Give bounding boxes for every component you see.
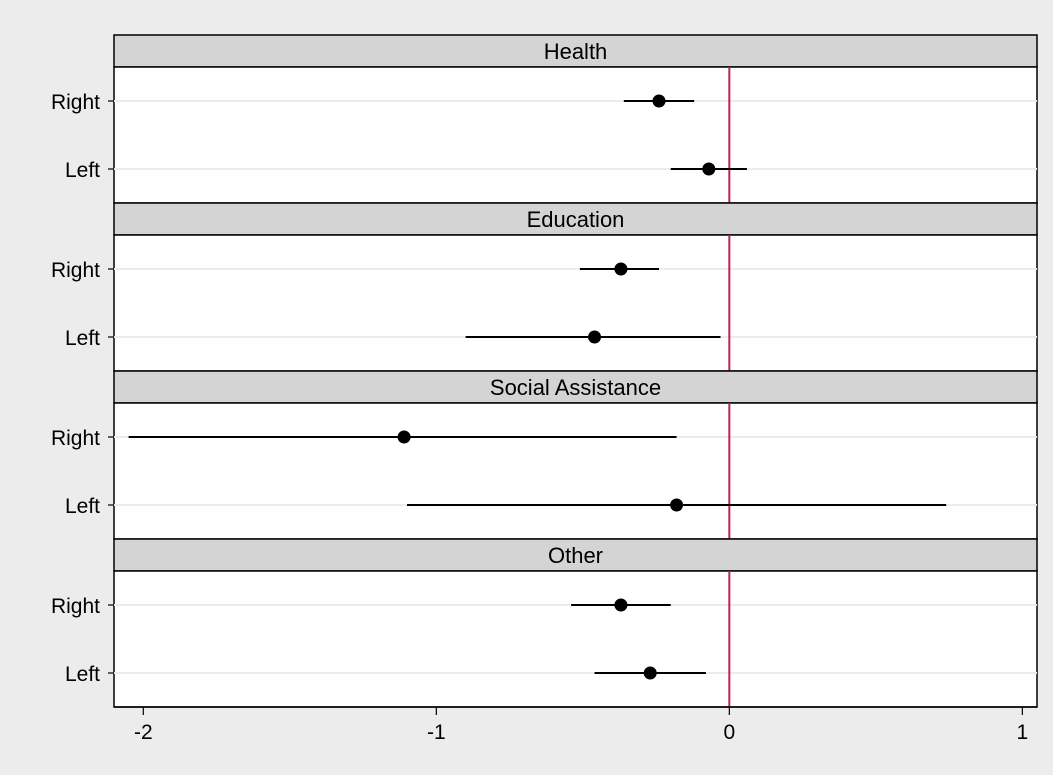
point-estimate [702,162,716,176]
panel-title: Health [544,39,608,64]
panel-title: Education [527,207,625,232]
y-tick-label: Right [51,91,100,114]
point-estimate [652,94,666,108]
panel-body [113,570,1038,708]
x-tick-label: -2 [134,721,153,744]
point-estimate [397,430,411,444]
panel-strip [113,370,1038,404]
panel-body [113,234,1038,372]
panel-strip [113,202,1038,236]
y-tick-label: Left [65,495,100,518]
point-estimate [670,498,684,512]
panel-body [113,66,1038,204]
y-tick-label: Right [51,595,100,618]
y-tick-label: Right [51,259,100,282]
x-tick-label: 0 [723,721,735,744]
x-tick-label: -1 [427,721,446,744]
panel-body [113,402,1038,540]
panel-strip [113,34,1038,68]
x-tick-label: 1 [1017,721,1029,744]
panel-title: Other [548,543,603,568]
point-estimate [643,666,657,680]
point-estimate [614,262,628,276]
point-estimate [614,598,628,612]
point-estimate [588,330,602,344]
y-tick-label: Left [65,663,100,686]
y-tick-label: Left [65,327,100,350]
panel-title: Social Assistance [490,375,661,400]
y-tick-label: Left [65,159,100,182]
panel-strip [113,538,1038,572]
y-tick-label: Right [51,427,100,450]
